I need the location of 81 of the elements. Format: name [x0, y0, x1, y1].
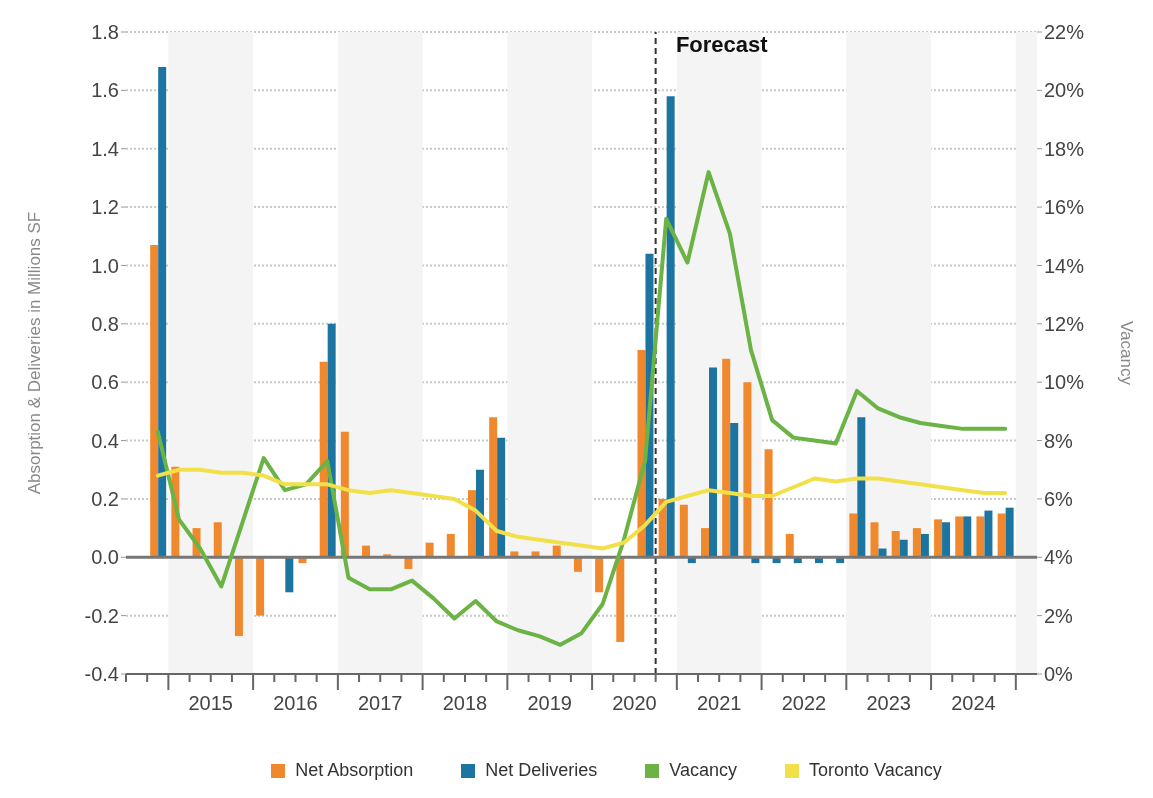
bar [150, 245, 159, 558]
y2-tick-label: 0% [1044, 663, 1074, 686]
legend-label: Net Absorption [295, 760, 414, 781]
y2-tick-label: 22% [1044, 21, 1085, 44]
bar [984, 510, 993, 558]
bar [722, 358, 731, 558]
x-tick-label: 2015 [188, 692, 233, 714]
y-tick-label: 0.2 [91, 488, 119, 511]
bar [934, 519, 943, 558]
bar [679, 504, 688, 558]
y-tick-label: -0.4 [84, 663, 119, 686]
bar [730, 423, 739, 558]
bar [285, 557, 294, 593]
bar [475, 469, 484, 558]
bar [764, 449, 773, 558]
bar [489, 417, 498, 558]
y2-tick-label: 18% [1044, 137, 1085, 160]
bar [785, 533, 794, 558]
x-tick-label: 2019 [527, 692, 572, 714]
bar [616, 557, 625, 642]
y2-tick-label: 4% [1044, 546, 1074, 569]
bar [319, 361, 328, 558]
bar [666, 96, 675, 558]
y2-tick-label: 16% [1044, 196, 1085, 219]
x-tick-label: 2020 [612, 692, 657, 714]
y2-tick-label: 20% [1044, 79, 1085, 102]
bar [955, 516, 964, 558]
bar [942, 522, 951, 558]
bar [158, 67, 167, 558]
line-series [155, 170, 1008, 647]
bar [920, 533, 929, 558]
bar [497, 437, 506, 558]
y2-tick-label: 8% [1044, 429, 1074, 452]
y2-tick-label: 10% [1044, 371, 1085, 394]
bar [446, 533, 455, 558]
line-series [155, 467, 1008, 551]
y-axis-title: Absorption & Deliveries in Millions SF [25, 211, 45, 495]
legend-label: Toronto Vacancy [809, 760, 942, 781]
x-tick-label: 2017 [357, 692, 403, 714]
bar [213, 522, 222, 558]
legend-label: Net Deliveries [485, 760, 598, 781]
y2-tick-label: 2% [1044, 604, 1074, 627]
bar [467, 490, 476, 558]
y-tick-label: 0.0 [91, 546, 119, 569]
y-tick-label: 0.4 [91, 429, 119, 452]
bar [701, 528, 710, 558]
y-tick-label: 1.6 [91, 79, 119, 102]
y-tick-label: -0.2 [84, 604, 119, 627]
x-tick-label: 2021 [696, 692, 742, 714]
y-tick-label: 1.4 [91, 137, 119, 160]
y-tick-label: 1.8 [91, 21, 119, 44]
bar [899, 539, 908, 558]
y-tick-label: 1.2 [91, 196, 119, 219]
bar [595, 557, 604, 593]
bar [849, 513, 858, 558]
y-tick-label: 0.8 [91, 312, 119, 335]
x-tick-label: 2024 [951, 692, 996, 714]
bar [256, 557, 265, 616]
bar [963, 516, 972, 558]
y2-tick-label: 6% [1044, 488, 1074, 511]
bar [743, 382, 752, 558]
y2-axis-title: Vacancy [1116, 321, 1136, 386]
ref-line-label: Forecast [675, 31, 769, 57]
y2-tick-label: 14% [1044, 254, 1085, 277]
bar [912, 528, 921, 558]
x-tick-label: 2016 [273, 692, 318, 714]
bar [891, 531, 900, 558]
legend-label: Vacancy [669, 760, 738, 781]
x-tick-label: 2022 [781, 692, 827, 714]
bar [976, 516, 985, 558]
x-tick-label: 2023 [866, 692, 911, 714]
bar [1005, 507, 1014, 558]
bar [234, 557, 243, 637]
bar [857, 417, 866, 558]
bar [997, 513, 1006, 558]
y-tick-label: 1.0 [91, 254, 119, 277]
y-tick-label: 0.6 [91, 371, 119, 394]
x-tick-label: 2018 [442, 692, 488, 714]
y2-tick-label: 12% [1044, 312, 1085, 335]
bar [709, 367, 718, 558]
bar [870, 522, 879, 558]
